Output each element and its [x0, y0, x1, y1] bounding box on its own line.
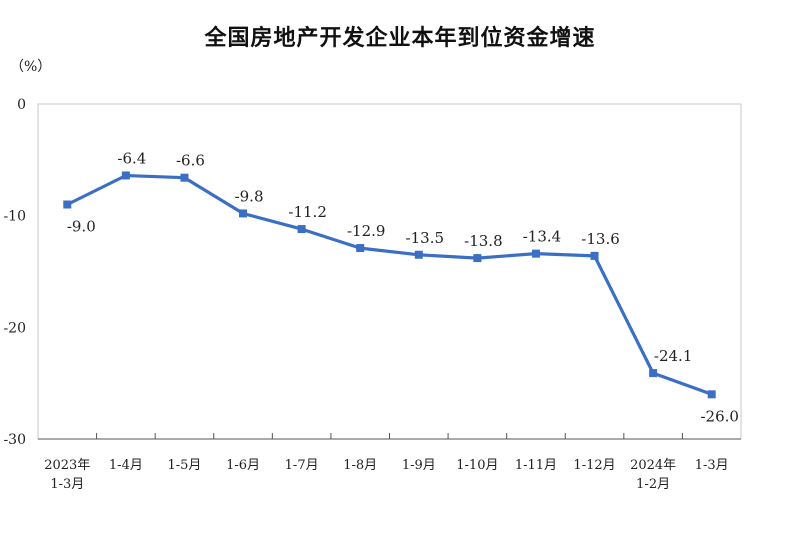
x-category-label: 1-8月	[343, 458, 377, 473]
chart-title: 全国房地产开发企业本年到位资金增速	[204, 26, 596, 51]
data-point-marker	[121, 171, 130, 180]
x-category-label: 2023年	[44, 458, 90, 473]
data-point-marker	[356, 244, 365, 253]
data-label: -24.1	[654, 347, 692, 365]
data-label: -9.0	[67, 218, 96, 236]
y-tick-label: 0	[17, 97, 26, 113]
data-label: -13.4	[523, 228, 561, 246]
data-label: -11.2	[288, 203, 326, 221]
data-point-marker	[180, 173, 189, 182]
data-point-marker	[707, 390, 716, 399]
data-point-marker	[239, 209, 248, 218]
data-label: -12.9	[347, 222, 385, 240]
x-category-label: 1-5月	[167, 458, 201, 473]
x-category-label: 1-10月	[456, 458, 498, 473]
data-label: -6.4	[117, 149, 146, 167]
y-tick-label: -20	[3, 320, 26, 336]
x-category-label: 1-11月	[515, 458, 557, 473]
data-label: -13.6	[581, 230, 619, 248]
x-category-label: 1-2月	[636, 477, 670, 492]
data-label: -6.6	[176, 152, 205, 170]
data-point-marker	[63, 200, 72, 209]
x-category-label: 1-6月	[226, 458, 260, 473]
x-category-label: 1-9月	[402, 458, 436, 473]
data-point-marker	[649, 369, 658, 378]
y-axis-unit: （%）	[10, 59, 51, 75]
series-line	[66, 173, 713, 396]
data-point-marker	[414, 250, 423, 259]
data-label: -26.0	[700, 407, 738, 425]
y-tick-label: -10	[3, 209, 26, 225]
data-point-marker	[590, 251, 599, 260]
x-category-label: 2024年	[630, 458, 676, 473]
x-category-label: 1-3月	[50, 477, 84, 492]
y-tick-label: -30	[3, 432, 26, 448]
data-label: -9.8	[235, 187, 264, 205]
data-point-marker	[297, 225, 306, 234]
x-category-label: 1-3月	[695, 458, 729, 473]
data-point-marker	[473, 254, 482, 263]
x-category-label: 1-4月	[109, 458, 143, 473]
data-label: -13.5	[406, 229, 444, 247]
data-label: -13.8	[464, 232, 502, 250]
data-point-marker	[531, 249, 540, 258]
x-category-label: 1-7月	[285, 458, 319, 473]
x-category-label: 1-12月	[573, 458, 615, 473]
